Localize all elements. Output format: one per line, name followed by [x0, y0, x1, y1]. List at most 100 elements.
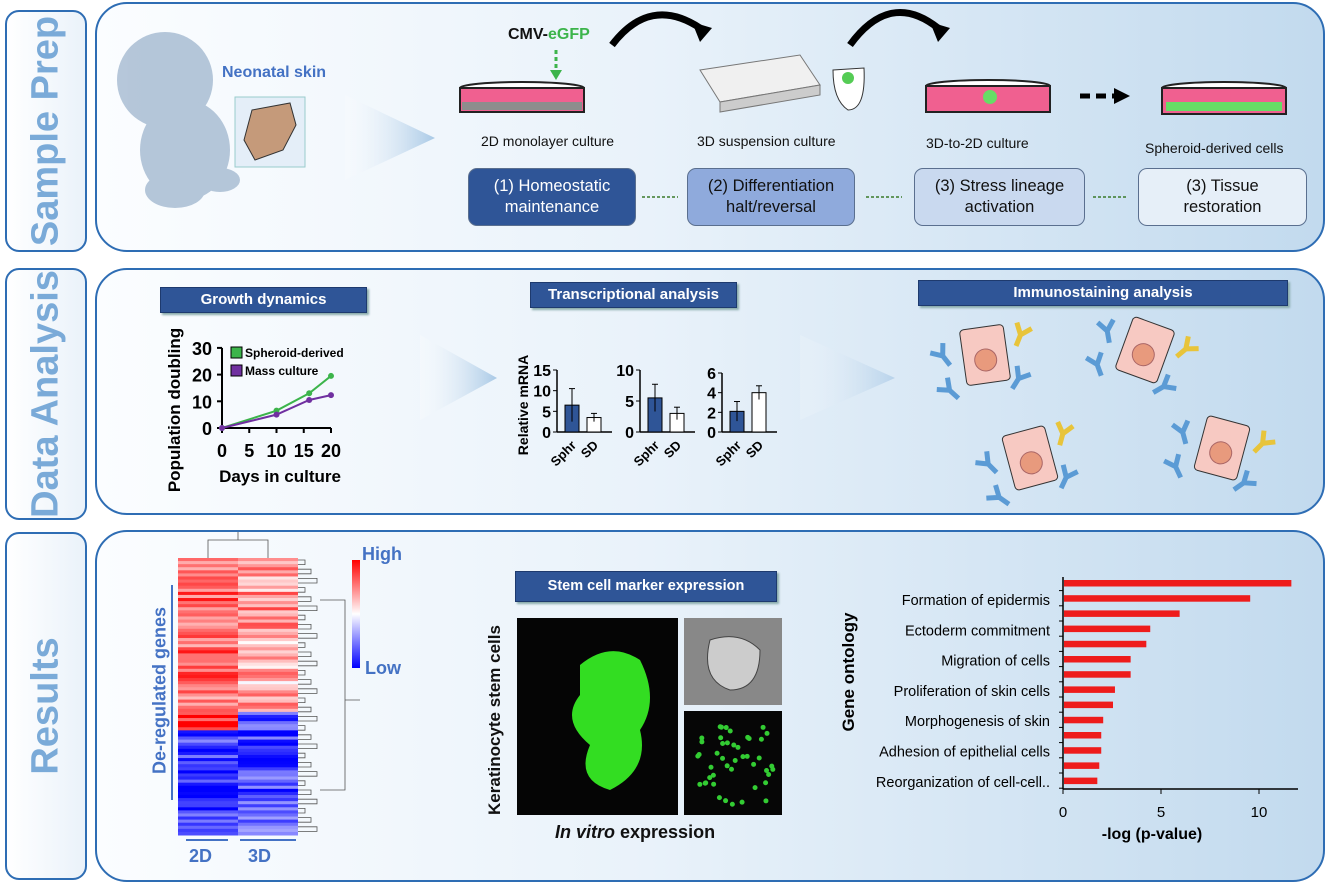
heatmap-cell — [178, 558, 238, 562]
step-line: (3) Tissue — [1186, 177, 1259, 195]
heatmap-cell — [178, 607, 238, 611]
fluorescent-cell — [744, 753, 750, 759]
fluorescent-cell — [763, 780, 769, 786]
heatmap-cell — [238, 724, 298, 728]
well-plate-icon — [699, 54, 821, 113]
antibody-icon — [1055, 420, 1075, 446]
culture-label-3d-to-2d: 3D-to-2D culture — [926, 135, 1029, 151]
heatmap-cell — [178, 687, 238, 691]
in-vitro-expression-label: In vitro expression — [555, 822, 715, 843]
cell-with-antibodies-icon — [929, 321, 1033, 401]
heatmap-cell — [238, 754, 298, 759]
fluorescent-cell — [703, 780, 709, 786]
heatmap-cell — [178, 591, 238, 596]
heatmap-cell — [238, 705, 298, 710]
heatmap-cell — [178, 785, 238, 790]
neonatal-skin-label: Neonatal skin — [222, 64, 327, 81]
heatmap-cell — [238, 776, 298, 781]
fluorescent-cell — [731, 742, 737, 748]
fluorescent-cell — [710, 772, 716, 778]
section-label-data-analysis: Data Analysis — [5, 268, 87, 520]
heatmap-cell — [178, 678, 238, 682]
antibody-icon — [1232, 469, 1257, 492]
go-bar — [1064, 580, 1292, 587]
heatmap-cell — [238, 622, 298, 627]
heatmap-cell — [238, 604, 298, 608]
go-bar — [1064, 610, 1180, 617]
heatmap-cell — [178, 696, 238, 701]
heatmap-cell — [238, 711, 298, 716]
step-line: halt/reversal — [726, 198, 816, 216]
heatmap-cell — [178, 684, 238, 688]
heatmap-cell — [178, 647, 238, 651]
x-tick-label: 5 — [1157, 804, 1165, 821]
x-tick-label: 20 — [321, 441, 341, 461]
fluorescent-cell — [723, 725, 729, 731]
heatmap-cell — [178, 798, 238, 802]
dendrogram-branch — [298, 762, 312, 768]
curved-arrow-icon — [609, 11, 702, 48]
heatmap-cell — [178, 788, 238, 793]
fluorescent-cell — [727, 728, 733, 734]
dendrogram-branch — [298, 596, 312, 602]
immunostaining-cells — [929, 316, 1276, 507]
antibody-icon — [1095, 318, 1116, 344]
go-term-label: Migration of cells — [941, 654, 1050, 670]
heatmap-cell — [238, 745, 298, 750]
heatmap-cell — [178, 831, 238, 836]
y-tick-label: 10 — [616, 363, 634, 380]
data-point — [306, 396, 313, 403]
data-point — [328, 392, 334, 399]
fluorescent-cell — [724, 740, 730, 746]
dendrogram-branch — [298, 578, 318, 584]
heatmap-cell — [238, 810, 298, 814]
antibody-icon — [1151, 373, 1177, 395]
dendrogram-branch — [298, 817, 312, 823]
legend-swatch — [230, 346, 243, 359]
expression-text: expression — [615, 822, 716, 842]
fluorescent-cell — [740, 754, 746, 760]
heatmap-cell — [178, 739, 238, 744]
x-tick-label: 5 — [244, 441, 254, 461]
cell-with-antibodies-icon — [1163, 415, 1276, 492]
dendrogram-branch — [298, 605, 318, 611]
heatmap-cell — [238, 788, 298, 793]
go-term-label: Adhesion of epithelial cells — [879, 745, 1050, 761]
heatmap-cell — [178, 828, 238, 833]
fluorescent-cell — [718, 735, 724, 741]
heatmap-cell — [238, 687, 298, 691]
heatmap-cell — [238, 594, 298, 599]
heatmap-cell — [178, 801, 238, 805]
step-stress-lineage: (3) Stress lineage activation — [914, 168, 1085, 226]
well-zoom-icon — [832, 67, 865, 111]
step-line: activation — [964, 198, 1035, 216]
data-point — [328, 372, 334, 379]
go-bar — [1064, 595, 1251, 602]
heatmap-cell — [178, 598, 238, 602]
heatmap-cell — [238, 748, 298, 753]
heatmap-cell — [178, 776, 238, 781]
heatmap-cell — [238, 798, 298, 802]
antibody-icon — [975, 451, 999, 475]
nucleus-icon — [974, 348, 998, 372]
x-tick-label: 10 — [1251, 804, 1268, 821]
heatmap-cell — [238, 801, 298, 805]
heatmap-cell — [238, 561, 298, 565]
heatmap-cell — [178, 791, 238, 796]
deregulated-genes-label: De-regulated genes — [149, 606, 170, 775]
fluorescence-image — [684, 711, 782, 815]
go-bar — [1064, 625, 1151, 633]
heatmap-cell — [178, 665, 238, 670]
heatmap-cell — [178, 616, 238, 621]
heatmap-cell — [238, 693, 298, 697]
heatmap-cell — [238, 582, 298, 587]
fluorescent-cell — [707, 775, 713, 781]
heatmap-cell — [178, 650, 238, 654]
y-tick-label: 30 — [192, 339, 212, 359]
antibody-icon — [986, 484, 1011, 507]
go-bar — [1064, 716, 1104, 724]
go-bar — [1064, 732, 1102, 739]
x-tick-label: 15 — [294, 441, 314, 461]
section-label-results: Results — [5, 532, 87, 880]
legend-label: Spheroid-derived — [245, 346, 344, 360]
